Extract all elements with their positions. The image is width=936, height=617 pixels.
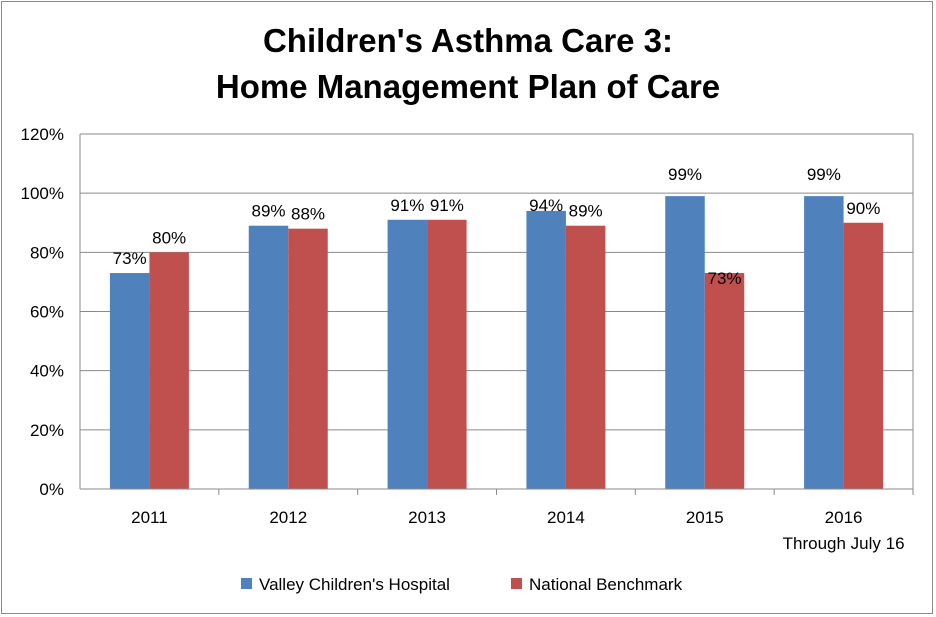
data-label: 73% <box>113 249 147 268</box>
legend-swatch <box>241 578 252 589</box>
x-tick-label: 2011 <box>131 508 168 527</box>
y-tick-label: 120% <box>21 125 64 144</box>
bar-benchmark <box>288 228 328 489</box>
data-label: 94% <box>529 196 563 215</box>
y-tick-label: 40% <box>30 362 64 381</box>
chart-title-line-1: Children's Asthma Care 3: <box>262 22 674 59</box>
data-label: 89% <box>569 202 603 221</box>
bar-benchmark <box>149 252 189 489</box>
x-tick-label: 2016 <box>825 508 863 527</box>
bar-hospital <box>248 225 289 490</box>
legend-swatch <box>511 578 522 589</box>
data-label: 99% <box>668 165 702 184</box>
legend-label: Valley Children's Hospital <box>259 575 450 594</box>
y-tick-label: 80% <box>30 243 64 262</box>
x-tick-label: 2012 <box>269 508 307 527</box>
data-label: 90% <box>846 199 880 218</box>
bar-benchmark <box>565 225 606 490</box>
x-tick-label: 2014 <box>547 508 585 527</box>
bar-hospital <box>804 196 844 489</box>
y-tick-label: 60% <box>30 303 64 322</box>
legend-label: National Benchmark <box>529 575 683 594</box>
bar-hospital <box>109 273 150 489</box>
y-tick-label: 20% <box>30 421 64 440</box>
bar-hospital <box>526 210 566 489</box>
bar-hospital <box>665 196 705 489</box>
bar-benchmark <box>704 273 745 489</box>
data-label: 73% <box>707 269 741 288</box>
y-tick-label: 0% <box>39 480 64 499</box>
data-label: 89% <box>251 202 285 221</box>
y-tick-label: 100% <box>21 184 64 203</box>
x-tick-label: 2015 <box>686 508 724 527</box>
data-label: 80% <box>152 228 186 247</box>
x-tick-label: 2013 <box>408 508 446 527</box>
bar-benchmark <box>843 222 884 489</box>
bar-benchmark <box>427 219 467 489</box>
bar-hospital <box>387 219 428 489</box>
data-label: 88% <box>291 205 325 224</box>
x-tick-sublabel: Through July 16 <box>783 534 905 553</box>
data-label: 99% <box>807 165 841 184</box>
data-label: 91% <box>390 196 424 215</box>
data-label: 91% <box>430 196 464 215</box>
chart-title-line-2: Home Management Plan of Care <box>215 68 721 105</box>
